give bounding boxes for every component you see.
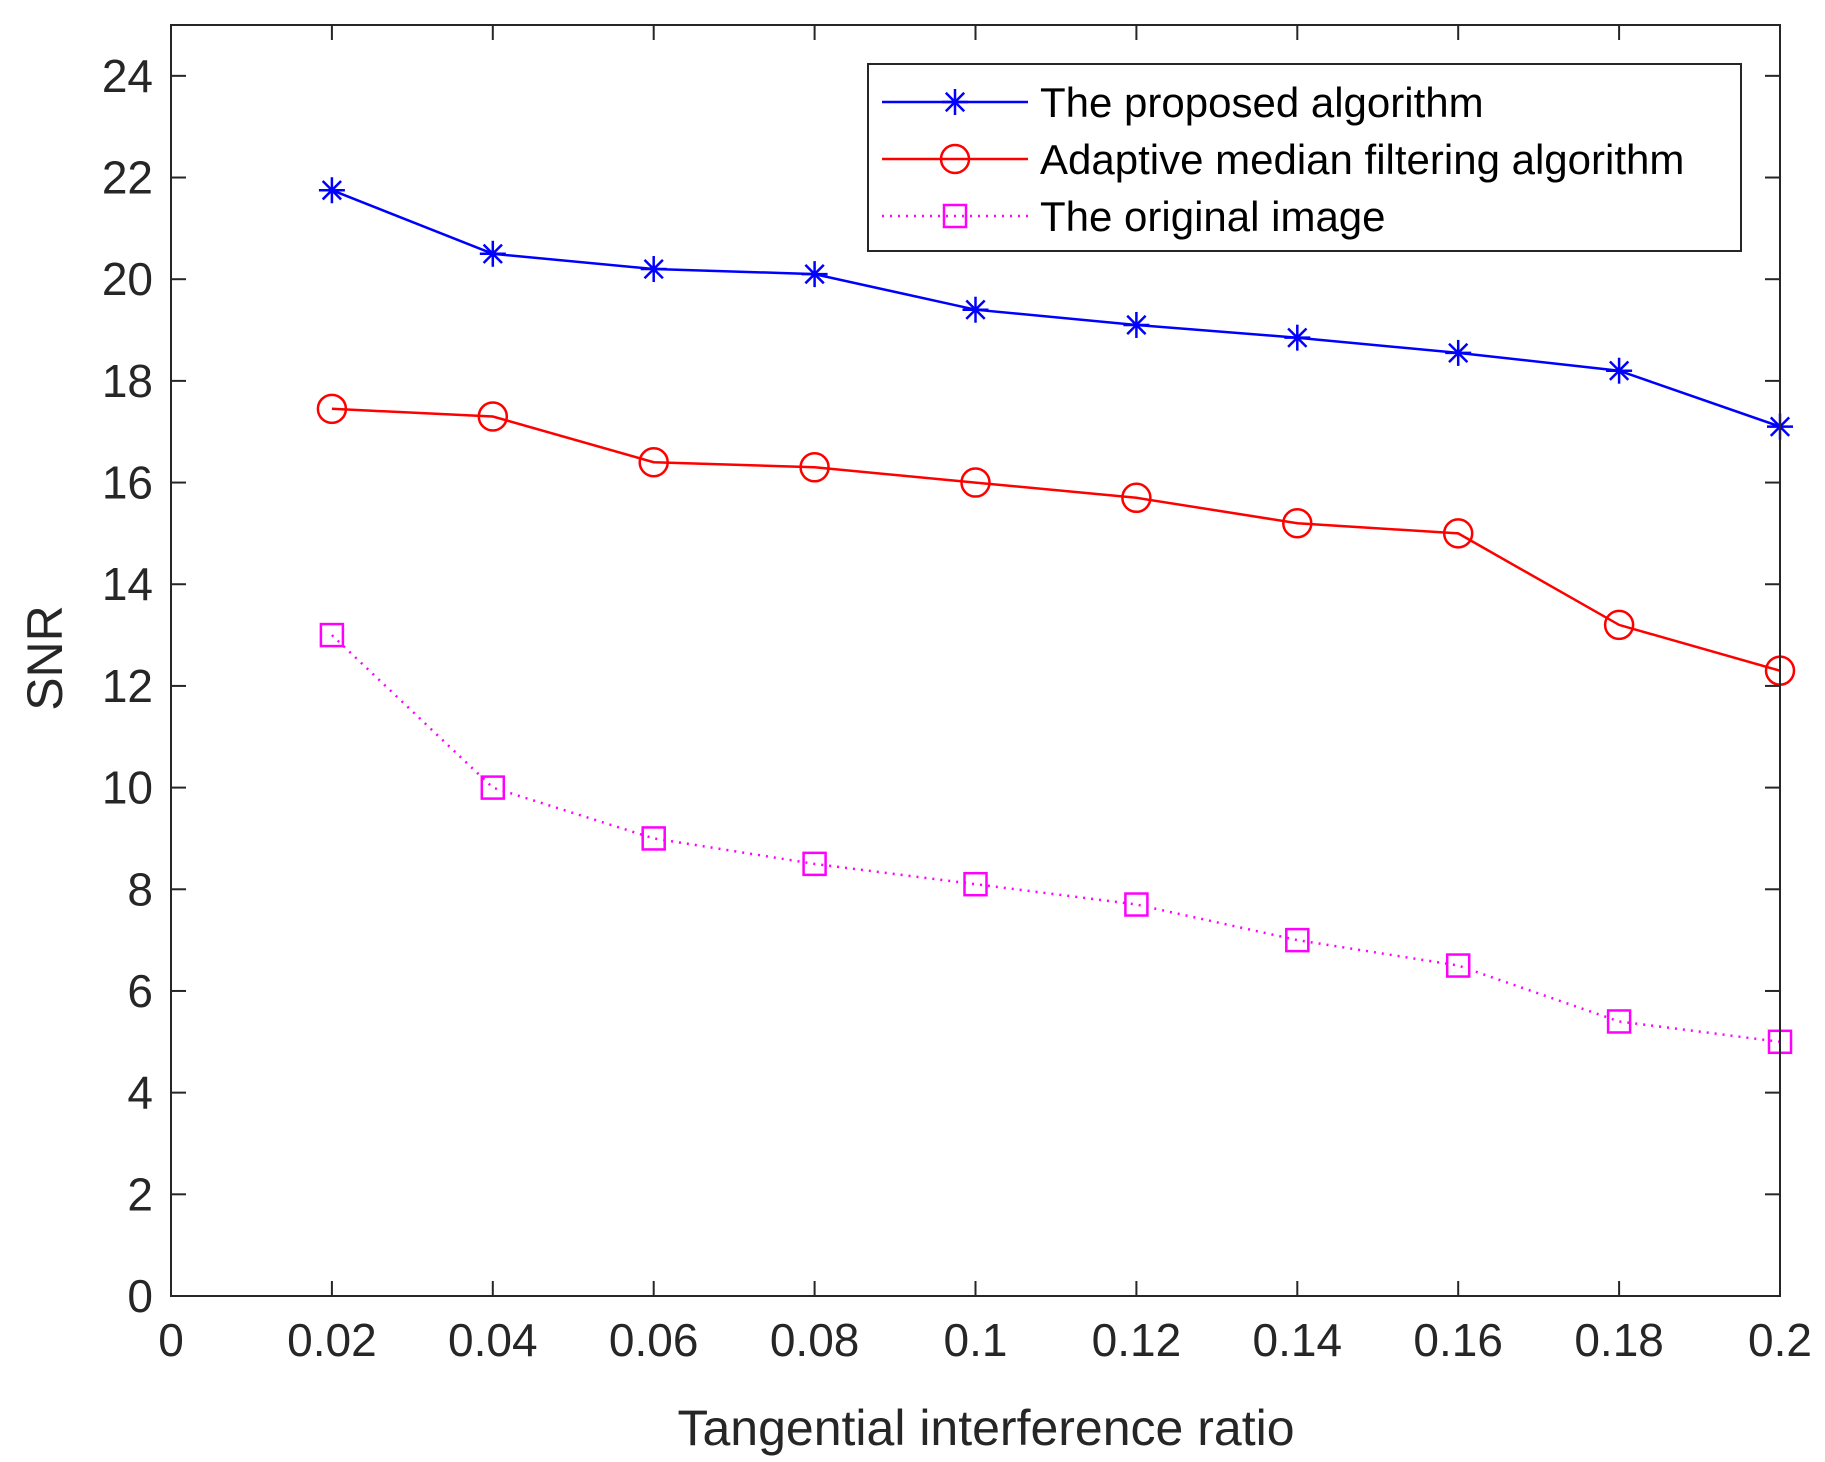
data-point-proposed: [1445, 339, 1472, 366]
x-tick-label: 0.08: [770, 1314, 860, 1366]
legend-samples: [882, 89, 1028, 229]
data-point-original-image: [1445, 953, 1471, 978]
data-point-original-image: [802, 851, 827, 877]
y-tick-label: 10: [102, 762, 153, 814]
data-point-adaptive-median: [799, 452, 830, 483]
x-tick-label: 0.04: [448, 1314, 538, 1366]
data-point-original-image: [480, 775, 506, 800]
legend-box: [867, 63, 1742, 252]
data-point-original-image: [1606, 1009, 1632, 1034]
series-line-proposed: [331, 189, 1781, 428]
x-tick-label: 0.18: [1574, 1314, 1664, 1366]
legend-label-adaptive-median: Adaptive median filtering algorithm: [1040, 136, 1684, 183]
data-point-proposed: [640, 256, 667, 283]
data-point-original-image: [641, 826, 666, 851]
data-point-adaptive-median: [316, 393, 348, 425]
legend-marker-proposed: [942, 89, 968, 115]
legend: The proposed algorithm Adaptive median f…: [867, 63, 1742, 252]
y-tick-label: 6: [127, 965, 153, 1017]
x-tick-label: 0.1: [944, 1314, 1008, 1366]
data-point-adaptive-median: [960, 467, 991, 498]
x-tick-label: 0.12: [1092, 1314, 1182, 1366]
y-tick-label: 24: [102, 50, 153, 102]
data-point-adaptive-median: [1282, 507, 1313, 539]
data-point-proposed: [318, 177, 345, 204]
legend-marker-adaptive-median: [939, 143, 971, 175]
data-point-proposed: [801, 261, 828, 288]
y-tick-label: 2: [127, 1168, 153, 1220]
data-point-original-image: [963, 871, 988, 897]
x-tick-label: 0.06: [609, 1314, 699, 1366]
x-tick-label: 0.16: [1413, 1314, 1503, 1366]
data-point-original-image: [1285, 927, 1310, 953]
y-tick-label: 20: [102, 253, 153, 305]
data-point-original-image: [1124, 892, 1149, 917]
data-point-proposed: [479, 240, 506, 267]
data-point-adaptive-median: [638, 446, 669, 478]
y-tick-label: 14: [102, 558, 153, 610]
legend-label-original-image: The original image: [1040, 193, 1386, 240]
y-tick-label: 12: [102, 660, 153, 712]
y-tick-label: 22: [102, 152, 153, 204]
legend-marker-original-image: [942, 203, 968, 229]
y-axis-label: SNR: [17, 605, 73, 711]
axes-layer: 0 0.02 0.04 0.06 0.08 0.1 0.12 0.14 0.16 0.18 0.2 0…: [102, 24, 1812, 1366]
data-point-adaptive-median: [1442, 518, 1474, 549]
y-tick-label: 8: [127, 863, 153, 915]
legend-label-proposed: The proposed algorithm: [1040, 79, 1484, 126]
x-tick-label: 0: [158, 1314, 184, 1366]
data-point-proposed: [1606, 357, 1633, 384]
x-tick-label: 0.02: [287, 1314, 377, 1366]
data-point-proposed: [1123, 311, 1150, 338]
y-tick-label: 4: [127, 1067, 153, 1119]
data-point-proposed: [1284, 324, 1311, 351]
series-line-adaptive-median: [331, 407, 1781, 672]
data-point-adaptive-median: [1603, 609, 1635, 641]
data-point-original-image: [319, 622, 345, 648]
x-tick-label: 0.2: [1748, 1314, 1812, 1366]
y-tick-label: 16: [102, 457, 153, 509]
data-point-proposed: [962, 296, 989, 323]
data-point-adaptive-median: [477, 401, 509, 432]
y-tick-label: 0: [127, 1270, 153, 1322]
x-axis-label: Tangential interference ratio: [677, 1400, 1294, 1456]
x-tick-label: 0.14: [1253, 1314, 1343, 1366]
data-point-adaptive-median: [1121, 482, 1152, 514]
y-tick-label: 18: [102, 355, 153, 407]
